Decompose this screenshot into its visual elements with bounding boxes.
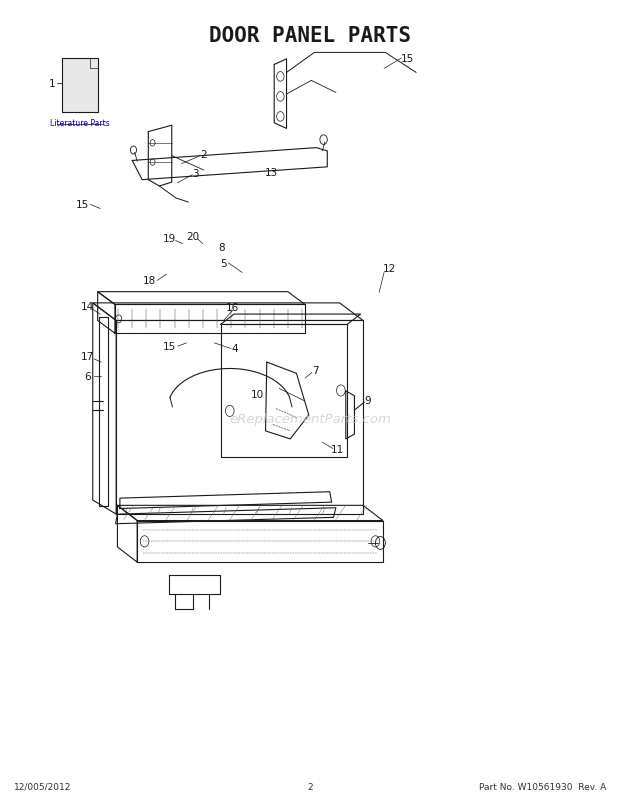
Text: 12/005/2012: 12/005/2012 <box>14 782 71 791</box>
Text: 5: 5 <box>220 258 227 269</box>
Text: 13: 13 <box>265 168 278 178</box>
Text: 3: 3 <box>192 169 199 179</box>
Text: 16: 16 <box>226 302 239 313</box>
Text: Part No. W10561930  Rev. A: Part No. W10561930 Rev. A <box>479 782 606 791</box>
Text: DOOR PANEL PARTS: DOOR PANEL PARTS <box>209 26 411 46</box>
Text: 7: 7 <box>312 366 318 375</box>
Text: 1: 1 <box>50 79 56 89</box>
Text: 4: 4 <box>231 344 238 354</box>
Text: Literature Parts: Literature Parts <box>50 119 110 128</box>
Text: 17: 17 <box>81 352 94 362</box>
Text: 19: 19 <box>162 233 176 244</box>
Text: 2: 2 <box>307 782 313 791</box>
Text: eReplacementParts.com: eReplacementParts.com <box>229 412 391 425</box>
Text: 8: 8 <box>218 242 225 253</box>
Text: 15: 15 <box>162 342 176 351</box>
Text: 20: 20 <box>186 232 199 242</box>
Text: 9: 9 <box>365 396 371 406</box>
Text: 15: 15 <box>76 200 89 210</box>
Text: 12: 12 <box>383 264 396 274</box>
Text: 6: 6 <box>84 372 91 382</box>
Text: 18: 18 <box>143 276 156 286</box>
Text: 14: 14 <box>81 302 94 312</box>
Text: 15: 15 <box>401 54 414 64</box>
Text: 2: 2 <box>200 150 207 160</box>
Text: 10: 10 <box>251 390 264 399</box>
Polygon shape <box>62 59 98 113</box>
Text: 11: 11 <box>331 444 344 454</box>
